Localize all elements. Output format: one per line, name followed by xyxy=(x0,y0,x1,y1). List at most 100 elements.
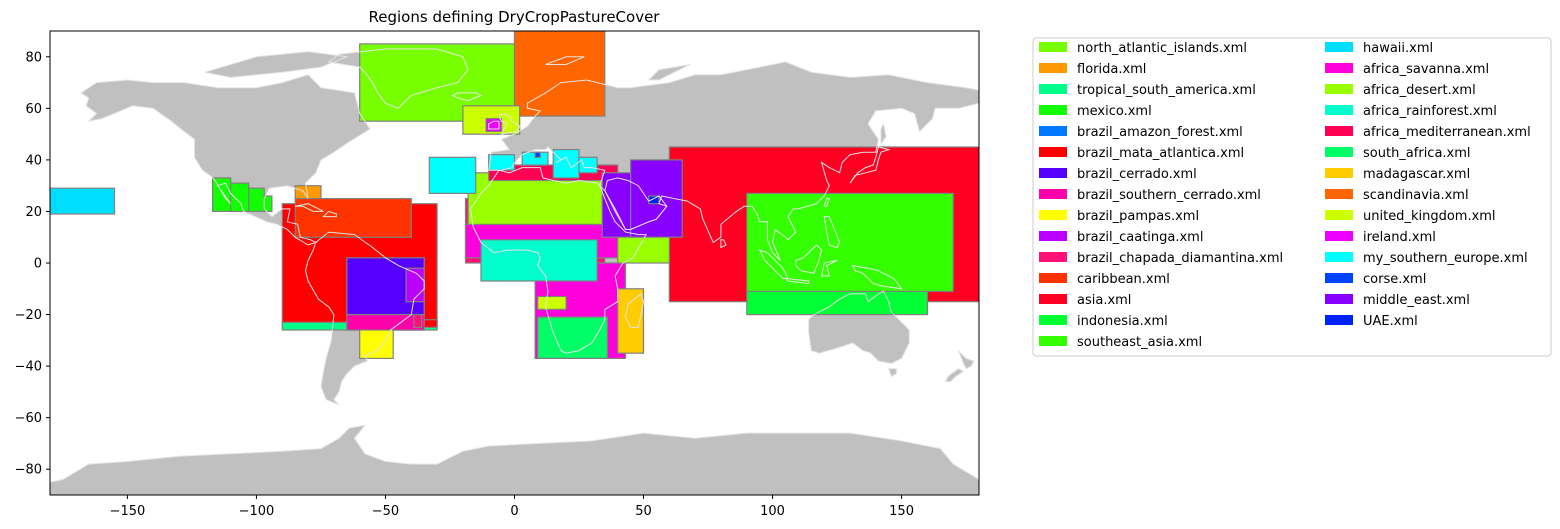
legend-item: brazil_chapada_diamantina.xml xyxy=(1039,251,1283,266)
legend-label: brazil_mata_atlantica.xml xyxy=(1077,146,1244,161)
coastline-philippines xyxy=(823,216,841,249)
legend-item: corse.xml xyxy=(1325,272,1426,287)
coastline-sulawesi xyxy=(820,259,838,277)
y-tick-label: 0 xyxy=(34,257,42,272)
legend-item: united_kingdom.xml xyxy=(1325,209,1496,224)
coastline-svalbard xyxy=(545,56,585,65)
coastline-iceland xyxy=(451,92,483,102)
region-madagascar-box-1 xyxy=(617,288,645,354)
region-brazil-pampas-box-1 xyxy=(359,329,394,359)
legend-swatch xyxy=(1039,336,1067,346)
legend-swatch xyxy=(1325,105,1353,115)
region-my-southern-europe-box-5 xyxy=(578,156,598,174)
region-mexico-box-4 xyxy=(263,195,273,213)
region-caribbean-box-1 xyxy=(294,198,412,238)
legend-swatch xyxy=(1325,294,1353,304)
region-mexico-box-2 xyxy=(230,182,250,213)
legend-item: brazil_mata_atlantica.xml xyxy=(1039,146,1244,161)
landmass-new-zealand-s xyxy=(945,368,964,382)
coastline-madagascar xyxy=(624,293,645,328)
y-tick-label: 60 xyxy=(25,102,42,117)
legend-label: madagascar.xml xyxy=(1363,167,1470,182)
legend-label: corse.xml xyxy=(1363,272,1426,287)
legend-swatch xyxy=(1039,42,1067,52)
region-my-southern-europe-box-4 xyxy=(552,149,580,179)
y-tick-label: 20 xyxy=(25,205,42,220)
legend-label: southeast_asia.xml xyxy=(1077,335,1202,350)
y-tick-label: −60 xyxy=(15,411,42,426)
region-indonesia-box-1 xyxy=(746,290,928,316)
legend-item: indonesia.xml xyxy=(1039,314,1168,329)
legend-item: north_atlantic_islands.xml xyxy=(1039,41,1247,56)
x-tick-label: 100 xyxy=(760,504,785,519)
legend-label: africa_desert.xml xyxy=(1363,83,1476,98)
region-UAE-box-1 xyxy=(648,195,660,205)
legend-label: brazil_cerrado.xml xyxy=(1077,167,1197,182)
legend-item: florida.xml xyxy=(1039,62,1146,77)
legend-swatch xyxy=(1325,273,1353,283)
coastline-eurasia xyxy=(488,61,979,261)
legend-item: africa_rainforest.xml xyxy=(1325,104,1497,119)
legend-swatch xyxy=(1039,231,1067,241)
legend-swatch xyxy=(1325,84,1353,94)
coastline-australia xyxy=(808,290,910,365)
legend-swatch xyxy=(1039,105,1067,115)
legend-swatch xyxy=(1039,315,1067,325)
legend-swatch xyxy=(1039,294,1067,304)
coastline-taiwan xyxy=(823,198,830,207)
x-tick-label: 150 xyxy=(889,504,914,519)
legend-item: middle_east.xml xyxy=(1325,293,1470,308)
legend-swatch xyxy=(1325,315,1353,325)
coastline-new-zealand-n xyxy=(957,350,975,370)
region-mexico-box-3 xyxy=(248,187,265,212)
legend-item: southeast_asia.xml xyxy=(1039,335,1202,350)
legend-label: ireland.xml xyxy=(1363,230,1436,245)
legend-swatch xyxy=(1325,231,1353,241)
legend: north_atlantic_islands.xml florida.xml tro… xyxy=(1032,37,1552,357)
coastline-java xyxy=(784,277,810,285)
legend-swatch xyxy=(1325,252,1353,262)
legend-item: caribbean.xml xyxy=(1039,272,1170,287)
legend-swatch xyxy=(1325,63,1353,73)
legend-label: hawaii.xml xyxy=(1363,41,1433,56)
region-hawaii-box-1 xyxy=(50,187,116,215)
coastline-new-zealand-s xyxy=(944,368,965,383)
legend-item: africa_savanna.xml xyxy=(1325,62,1489,77)
legend-label: brazil_caatinga.xml xyxy=(1077,230,1203,245)
legend-swatch xyxy=(1039,273,1067,283)
coastline-japan xyxy=(849,146,891,184)
coastline-sakhalin xyxy=(880,122,887,147)
x-tick-label: 50 xyxy=(635,504,652,519)
coastline-ireland xyxy=(488,120,500,130)
coastline-layer xyxy=(50,48,979,495)
landmass-antarctica xyxy=(50,425,979,495)
legend-item: mexico.xml xyxy=(1039,104,1152,119)
legend-label: asia.xml xyxy=(1077,293,1131,308)
legend-item: my_southern_europe.xml xyxy=(1325,251,1528,266)
legend-label: indonesia.xml xyxy=(1077,314,1168,329)
region-brazil-chapada-diamantina-box-2 xyxy=(413,314,423,329)
region-africa-desert-box-1 xyxy=(467,172,619,226)
legend-swatch xyxy=(1325,126,1353,136)
legend-item: UAE.xml xyxy=(1325,314,1418,329)
legend-item: tropical_south_america.xml xyxy=(1039,83,1256,98)
legend-label: middle_east.xml xyxy=(1363,293,1470,308)
y-axis: −80 −60 −40 −20 0 20 40 60 80 xyxy=(15,50,50,478)
landmass-novaya-zemlya xyxy=(648,64,690,80)
legend-item: asia.xml xyxy=(1039,293,1131,308)
legend-swatch xyxy=(1039,252,1067,262)
legend-label: brazil_chapada_diamantina.xml xyxy=(1077,251,1283,266)
legend-label: africa_mediterranean.xml xyxy=(1363,125,1531,140)
region-ireland-box-1 xyxy=(485,117,503,133)
x-axis: −150 −100 −50 0 50 100 150 xyxy=(110,495,914,519)
coastline-arctic-islands xyxy=(204,51,349,78)
x-tick-label: 0 xyxy=(510,504,518,519)
legend-item: africa_desert.xml xyxy=(1325,83,1476,98)
legend-item: ireland.xml xyxy=(1325,230,1436,245)
legend-label: north_atlantic_islands.xml xyxy=(1077,41,1247,56)
region-corse-box-1 xyxy=(534,151,541,158)
region-my-southern-europe-box-1 xyxy=(428,156,477,195)
legend-swatch xyxy=(1039,63,1067,73)
legend-item: brazil_cerrado.xml xyxy=(1039,167,1197,182)
